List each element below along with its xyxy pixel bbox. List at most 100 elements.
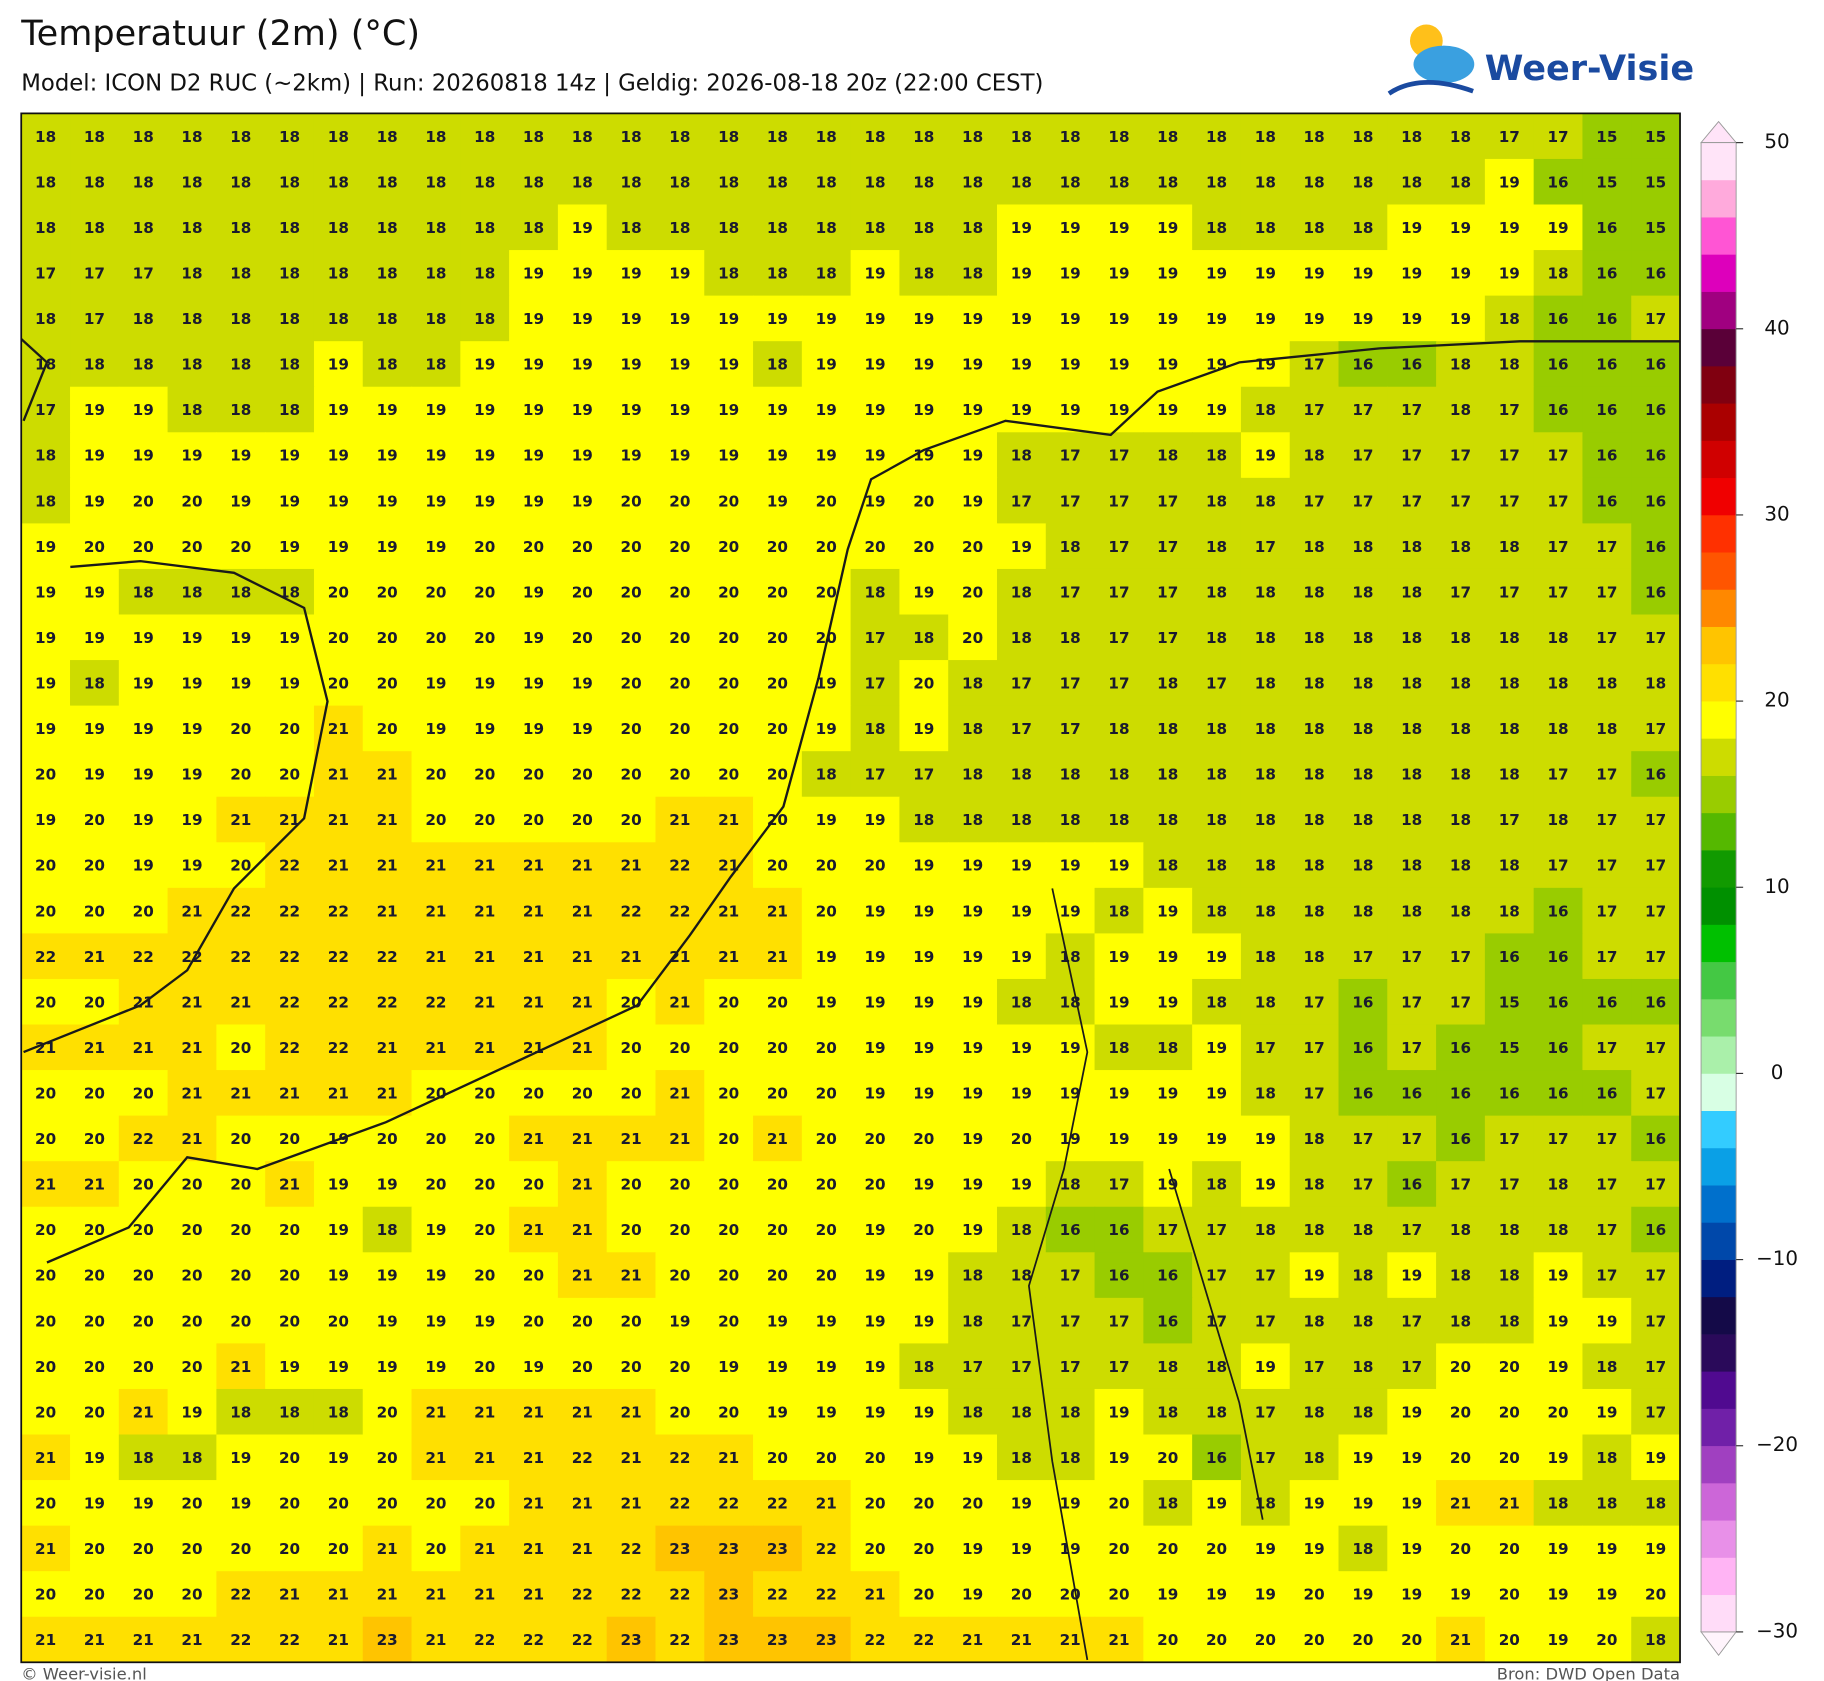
colorbar-tick-label: −30 [1756,1619,1798,1642]
temperature-cell [460,705,510,752]
temperature-label: 17 [1255,1312,1276,1330]
colorbar-segment [1701,626,1737,665]
temperature-cell [753,477,803,524]
temperature-label: 20 [767,1267,788,1285]
temperature-label: 20 [1011,1130,1032,1148]
temperature-label: 20 [621,1039,642,1057]
temperature-cell [1192,842,1242,889]
temperature-label: 19 [913,1449,934,1467]
temperature-label: 18 [718,173,739,191]
temperature-cell [1436,568,1486,616]
temperature-label: 19 [1060,219,1081,237]
temperature-label: 19 [962,1085,983,1103]
temperature-label: 20 [230,1176,251,1194]
temperature-label: 21 [425,902,446,920]
temperature-label: 18 [1401,720,1422,738]
temperature-cell [606,978,657,1026]
temperature-label: 17 [1645,1403,1666,1421]
temperature-label: 18 [133,583,154,601]
temperature-label: 19 [425,675,446,693]
temperature-label: 19 [1157,356,1178,374]
temperature-label: 19 [864,492,885,510]
colorbar-segment [1701,738,1737,776]
temperature-cell [1094,432,1144,479]
temperature-label: 19 [523,1358,544,1376]
temperature-cell [411,614,461,661]
temperature-label: 20 [1157,1540,1178,1558]
temperature-cell [1045,796,1096,843]
temperature-label: 17 [1547,583,1568,601]
temperature-label: 19 [84,492,105,510]
temperature-label: 17 [864,766,885,784]
temperature-label: 18 [962,1312,983,1330]
temperature-label: 21 [474,948,495,966]
temperature-label: 20 [84,1085,105,1103]
temperature-label: 18 [279,265,300,283]
temperature-label: 18 [1499,538,1520,556]
temperature-label: 19 [474,675,495,693]
temperature-cell [899,887,949,934]
temperature-cell [753,887,803,934]
temperature-label: 18 [1401,675,1422,693]
temperature-label: 18 [1499,356,1520,374]
temperature-label: 21 [230,993,251,1011]
temperature-label: 18 [181,173,202,191]
temperature-label: 16 [1401,1085,1422,1103]
temperature-label: 18 [279,173,300,191]
colorbar-segment [1701,850,1737,888]
temperature-label: 17 [1060,1358,1081,1376]
temperature-label: 18 [1352,128,1373,146]
temperature-cell [1045,614,1096,661]
temperature-cell [1045,751,1096,798]
temperature-cell [850,796,901,843]
temperature-label: 18 [1401,538,1422,556]
temperature-cell [996,432,1047,479]
temperature-cell [704,477,754,524]
temperature-label: 18 [1304,720,1325,738]
temperature-label: 18 [1206,538,1227,556]
temperature-cell [1436,751,1486,798]
temperature-label: 19 [84,401,105,419]
temperature-cell [167,1070,217,1117]
temperature-cell [753,933,803,980]
temperature-label: 21 [279,811,300,829]
temperature-cell [1143,158,1193,206]
temperature-cell [509,341,559,388]
temperature-cell [1436,158,1486,206]
temperature-cell [1289,204,1340,251]
temperature-cell [460,751,510,798]
temperature-cell [1436,842,1486,889]
temperature-label: 16 [1401,356,1422,374]
temperature-cell [1484,204,1535,251]
temperature-label: 17 [1060,675,1081,693]
temperature-label: 20 [962,1495,983,1513]
temperature-cell [801,523,852,570]
temperature-label: 21 [377,1085,398,1103]
temperature-cell [411,978,461,1026]
temperature-cell [1484,158,1535,206]
temperature-cell [167,204,217,251]
colorbar-segment [1701,998,1737,1037]
temperature-cell [1240,523,1291,570]
temperature-cell [1582,250,1632,297]
temperature-label: 20 [621,629,642,647]
temperature-cell [167,1024,217,1071]
temperature-cell [362,250,413,297]
temperature-label: 20 [474,1130,495,1148]
temperature-label: 20 [279,720,300,738]
temperature-label: 17 [1352,1130,1373,1148]
temperature-label: 21 [181,1130,202,1148]
temperature-cell [655,751,705,798]
temperature-label: 17 [864,675,885,693]
temperature-cell [313,295,364,342]
temperature-label: 18 [328,1403,349,1421]
temperature-cell [21,1070,71,1117]
temperature-cell [1192,250,1242,297]
temperature-label: 18 [1450,356,1471,374]
temperature-label: 20 [572,583,593,601]
temperature-cell [460,386,510,433]
temperature-label: 18 [1596,1358,1617,1376]
temperature-label: 20 [669,583,690,601]
temperature-cell [313,978,364,1026]
temperature-label: 18 [1352,1312,1373,1330]
